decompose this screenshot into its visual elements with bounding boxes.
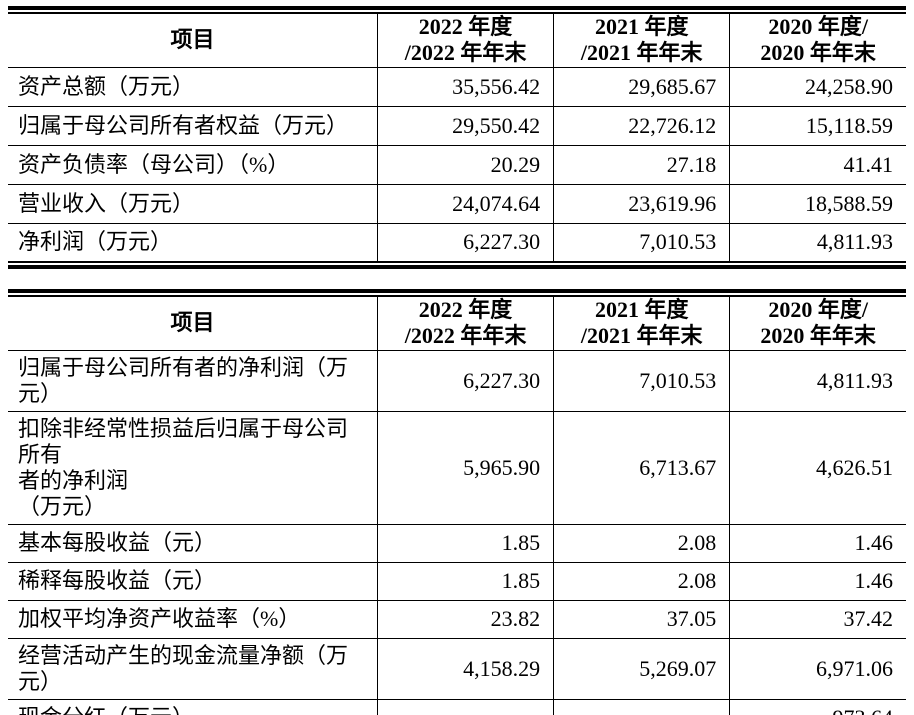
table-2-header-item: 项目 xyxy=(8,296,378,351)
value-cell: 23,619.96 xyxy=(553,184,730,224)
table-1-header-2022: 2022 年度 /2022 年年末 xyxy=(376,13,554,68)
table-2-header-row: 项目 2022 年度 /2022 年年末 2021 年度 /2021 年年末 2… xyxy=(8,296,906,351)
table-row: 资产负债率（母公司）（%） 20.29 27.18 41.41 xyxy=(8,145,906,185)
value-cell: 41.41 xyxy=(729,145,906,185)
table-1-header-2020: 2020 年度/ 2020 年年末 xyxy=(729,13,906,68)
financial-table-2-wrapper: 项目 2022 年度 /2022 年年末 2021 年度 /2021 年年末 2… xyxy=(8,289,906,715)
row-label: 基本每股收益（元） xyxy=(8,524,378,563)
value-cell: 1.85 xyxy=(376,524,554,563)
value-cell: 29,685.67 xyxy=(553,67,730,107)
value-cell: 27.18 xyxy=(553,145,730,185)
value-cell: 15,118.59 xyxy=(729,106,906,146)
value-cell: 29,550.42 xyxy=(376,106,554,146)
value-cell: 24,258.90 xyxy=(729,67,906,107)
value-cell: 4,626.51 xyxy=(729,411,906,525)
table-row: 净利润（万元） 6,227.30 7,010.53 4,811.93 xyxy=(8,223,906,263)
table-1-header-2021: 2021 年度 /2021 年年末 xyxy=(553,13,730,68)
value-cell: 6,971.06 xyxy=(729,638,906,700)
value-cell: 4,811.93 xyxy=(729,223,906,263)
value-cell: 6,227.30 xyxy=(376,350,554,412)
value-cell: 7,010.53 xyxy=(553,350,730,412)
value-cell: 2.08 xyxy=(553,524,730,563)
table-row: 扣除非经常性损益后归属于母公司所有 者的净利润 （万元） 5,965.90 6,… xyxy=(8,411,906,525)
table-1-header-item: 项目 xyxy=(8,13,378,68)
value-cell: 1.46 xyxy=(729,524,906,563)
value-cell: 5,269.07 xyxy=(553,638,730,700)
value-cell: 973.64 xyxy=(729,699,906,715)
value-cell: 4,811.93 xyxy=(729,350,906,412)
value-cell: 2.08 xyxy=(553,562,730,601)
value-cell: 22,726.12 xyxy=(553,106,730,146)
row-label: 加权平均净资产收益率（%） xyxy=(8,600,378,639)
financial-table-1-wrapper: 项目 2022 年度 /2022 年年末 2021 年度 /2021 年年末 2… xyxy=(8,6,906,269)
table-row: 归属于母公司所有者权益（万元） 29,550.42 22,726.12 15,1… xyxy=(8,106,906,146)
financial-table-1: 项目 2022 年度 /2022 年年末 2021 年度 /2021 年年末 2… xyxy=(8,12,906,263)
row-label: 经营活动产生的现金流量净额（万元） xyxy=(8,638,378,700)
value-cell: 5,965.90 xyxy=(376,411,554,525)
table-row: 加权平均净资产收益率（%） 23.82 37.05 37.42 xyxy=(8,600,906,639)
row-label: 扣除非经常性损益后归属于母公司所有 者的净利润 （万元） xyxy=(8,411,378,525)
table-row: 稀释每股收益（元） 1.85 2.08 1.46 xyxy=(8,562,906,601)
row-label: 营业收入（万元） xyxy=(8,184,378,224)
value-cell: - xyxy=(376,699,554,715)
table-2-header-2022: 2022 年度 /2022 年年末 xyxy=(376,296,554,351)
table-2-header-2020: 2020 年度/ 2020 年年末 xyxy=(729,296,906,351)
value-cell: - xyxy=(553,699,730,715)
row-label: 归属于母公司所有者权益（万元） xyxy=(8,106,378,146)
table-row: 经营活动产生的现金流量净额（万元） 4,158.29 5,269.07 6,97… xyxy=(8,638,906,700)
value-cell: 1.46 xyxy=(729,562,906,601)
row-label: 净利润（万元） xyxy=(8,223,378,263)
row-label: 资产负债率（母公司）（%） xyxy=(8,145,378,185)
value-cell: 20.29 xyxy=(376,145,554,185)
value-cell: 24,074.64 xyxy=(376,184,554,224)
value-cell: 6,227.30 xyxy=(376,223,554,263)
table-row: 基本每股收益（元） 1.85 2.08 1.46 xyxy=(8,524,906,563)
value-cell: 37.42 xyxy=(729,600,906,639)
table-2-header-2021: 2021 年度 /2021 年年末 xyxy=(553,296,730,351)
value-cell: 4,158.29 xyxy=(376,638,554,700)
value-cell: 7,010.53 xyxy=(553,223,730,263)
value-cell: 18,588.59 xyxy=(729,184,906,224)
table-row: 营业收入（万元） 24,074.64 23,619.96 18,588.59 xyxy=(8,184,906,224)
value-cell: 35,556.42 xyxy=(376,67,554,107)
table-1-header-row: 项目 2022 年度 /2022 年年末 2021 年度 /2021 年年末 2… xyxy=(8,13,906,68)
value-cell: 37.05 xyxy=(553,600,730,639)
value-cell: 23.82 xyxy=(376,600,554,639)
value-cell: 1.85 xyxy=(376,562,554,601)
financial-table-2: 项目 2022 年度 /2022 年年末 2021 年度 /2021 年年末 2… xyxy=(8,295,906,715)
table-row: 现金分红（万元） - - 973.64 xyxy=(8,699,906,715)
table-row: 资产总额（万元） 35,556.42 29,685.67 24,258.90 xyxy=(8,67,906,107)
row-label: 现金分红（万元） xyxy=(8,699,378,715)
row-label: 资产总额（万元） xyxy=(8,67,378,107)
table-row: 归属于母公司所有者的净利润（万元） 6,227.30 7,010.53 4,81… xyxy=(8,350,906,412)
value-cell: 6,713.67 xyxy=(553,411,730,525)
row-label: 稀释每股收益（元） xyxy=(8,562,378,601)
row-label: 归属于母公司所有者的净利润（万元） xyxy=(8,350,378,412)
